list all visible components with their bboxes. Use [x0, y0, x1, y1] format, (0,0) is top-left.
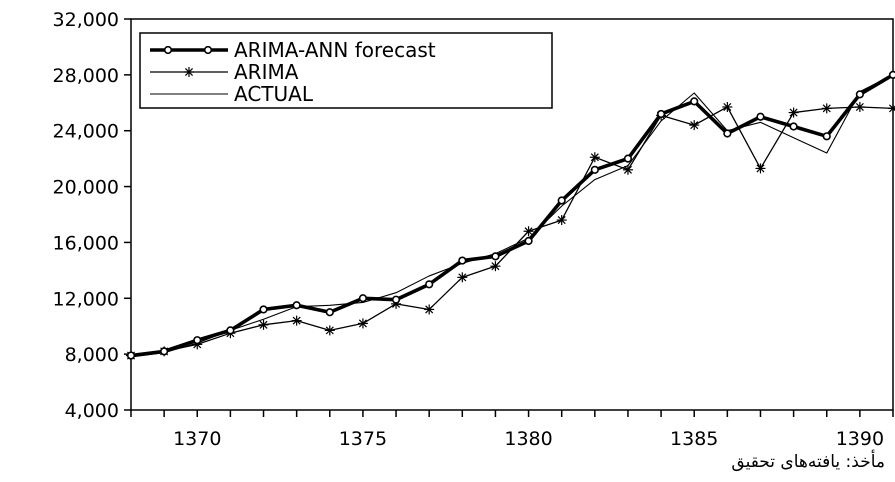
data-point — [292, 301, 301, 310]
data-point — [656, 109, 666, 119]
data-point — [160, 347, 169, 356]
series-line — [130, 106, 894, 357]
data-point — [888, 103, 895, 114]
data-point — [325, 308, 334, 317]
data-point — [357, 318, 368, 329]
legend-marker — [184, 67, 194, 77]
data-point — [226, 326, 235, 335]
source-note: مأخذ: یافته‌های تحقیق — [731, 452, 885, 472]
y-tick-label: 4,000 — [65, 400, 119, 422]
data-point — [358, 294, 368, 303]
data-point — [391, 295, 401, 304]
legend-label: ACTUAL — [234, 82, 314, 106]
x-tick-label: 1380 — [504, 428, 552, 450]
data-point — [259, 305, 268, 314]
data-point — [589, 152, 600, 163]
data-point — [689, 120, 700, 131]
data-point — [424, 304, 435, 315]
data-point — [623, 154, 633, 163]
legend-marker — [163, 45, 173, 55]
data-point — [756, 112, 765, 121]
y-tick-label: 24,000 — [53, 121, 119, 143]
x-axis: 1370 1375 1380 1385 1390 — [130, 410, 894, 450]
data-point — [590, 165, 599, 174]
legend-item: ARIMA — [150, 60, 299, 84]
data-point — [855, 90, 864, 99]
data-point — [723, 129, 732, 138]
data-point — [821, 103, 832, 114]
data-point — [722, 101, 733, 112]
y-tick-label: 12,000 — [53, 288, 119, 310]
legend-item: ACTUAL — [150, 82, 314, 106]
series-arima-ann-forecast — [126, 70, 895, 360]
data-point — [789, 122, 798, 131]
x-tick-label: 1375 — [339, 428, 387, 450]
legend-label: ARIMA-ANN forecast — [234, 38, 436, 62]
data-point — [425, 280, 434, 289]
x-tick-label: 1385 — [670, 428, 718, 450]
data-point — [556, 215, 567, 226]
data-point — [457, 272, 468, 283]
y-tick-label: 8,000 — [65, 344, 119, 366]
data-point — [523, 226, 534, 237]
y-tick-label: 28,000 — [53, 65, 119, 87]
data-point — [193, 336, 202, 345]
series-actual — [130, 74, 894, 358]
data-point — [490, 261, 501, 272]
series-line — [130, 73, 894, 358]
data-point — [822, 132, 831, 141]
data-point — [324, 325, 335, 336]
legend-label: ARIMA — [234, 60, 299, 84]
data-point — [557, 196, 566, 205]
legend-item: ARIMA-ANN forecast — [150, 38, 436, 62]
data-point — [126, 351, 136, 360]
data-point — [458, 256, 467, 265]
y-axis: 4,000 8,000 12,000 16,000 20,000 24,000 28,000… — [53, 9, 131, 422]
series-line — [130, 74, 894, 358]
series-layer — [126, 70, 895, 361]
data-point — [690, 97, 699, 106]
x-tick-label: 1370 — [173, 428, 221, 450]
data-point — [755, 163, 766, 174]
y-tick-label: 20,000 — [53, 177, 119, 199]
legend-box — [139, 32, 553, 109]
x-tick-label: 1390 — [836, 428, 884, 450]
data-point — [291, 315, 302, 326]
data-point — [524, 236, 533, 246]
data-point — [258, 319, 269, 330]
data-point — [854, 101, 865, 112]
plot-frame — [130, 18, 894, 411]
data-point — [788, 107, 799, 118]
y-tick-label: 16,000 — [53, 232, 119, 254]
data-point — [888, 70, 895, 79]
data-point — [622, 164, 633, 175]
legend-marker — [203, 45, 213, 55]
data-point — [491, 252, 500, 261]
y-tick-label: 32,000 — [53, 9, 119, 31]
